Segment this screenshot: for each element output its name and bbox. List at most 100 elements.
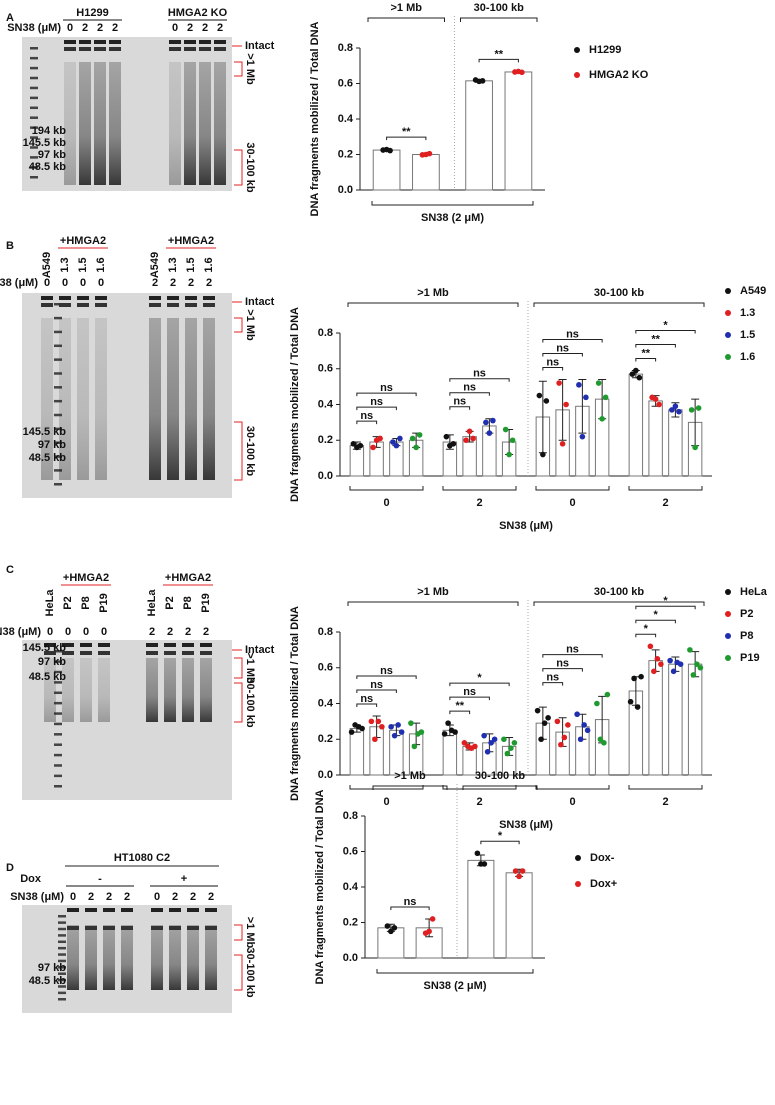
- data-point: [391, 925, 398, 931]
- ladder-band: [30, 66, 38, 70]
- gel-treatment: 0: [83, 626, 89, 638]
- significance-label: ns: [404, 896, 417, 908]
- data-point: [479, 78, 486, 84]
- gel-smear: [182, 658, 194, 722]
- ladder-band: [58, 985, 66, 988]
- significance-bracket: [449, 710, 471, 715]
- significance-label: ns: [556, 657, 569, 669]
- gel-band: [214, 47, 226, 51]
- y-tick-label: 0.6: [318, 662, 333, 674]
- x-tick-label: 2: [662, 796, 668, 808]
- gel-well: [94, 40, 106, 44]
- gel-treatment: 0: [65, 626, 71, 638]
- category-bracket: [628, 785, 703, 790]
- data-point: [359, 725, 365, 732]
- gel-well: [67, 908, 79, 912]
- gel-smear: [77, 318, 89, 480]
- data-point: [577, 736, 584, 743]
- bar: [628, 373, 644, 477]
- gel-treatment: 2: [170, 277, 176, 289]
- significance-label: *: [644, 623, 649, 635]
- data-point: [443, 433, 450, 440]
- ladder-band: [30, 47, 38, 50]
- gel-lane: P2: [164, 596, 176, 609]
- gel-smear: [199, 62, 211, 185]
- gel-region: Intact: [245, 296, 275, 308]
- data-point: [584, 727, 591, 734]
- legend-marker: [725, 655, 731, 661]
- gel-smear: [41, 318, 53, 480]
- gel-smear: [167, 318, 179, 480]
- gel-group-label: Dox: [20, 873, 42, 885]
- gel-marker: 145.5 kb: [23, 426, 67, 438]
- gel-treatment: 2: [82, 22, 88, 34]
- significance-bracket: [449, 392, 490, 396]
- data-point: [540, 451, 546, 458]
- significance-bracket: [480, 840, 520, 845]
- data-point: [441, 731, 448, 737]
- data-point: [409, 435, 416, 442]
- ladder-band: [58, 959, 66, 963]
- data-point: [452, 729, 458, 735]
- data-point: [379, 723, 385, 730]
- ladder-band: [58, 927, 66, 931]
- gel-lane: A549: [149, 252, 161, 278]
- gel-treatment: 2: [112, 22, 118, 34]
- top-bracket: [347, 601, 519, 606]
- legend-marker: [725, 611, 731, 617]
- top-label: >1 Mb: [391, 2, 423, 14]
- gel-marker: 97 kb: [38, 439, 66, 451]
- gel-treatment: 0: [154, 891, 160, 903]
- significance-bracket: [356, 703, 378, 708]
- gel-well: [44, 643, 56, 647]
- top-label: 30-100 kb: [594, 287, 644, 299]
- gel-band: [203, 303, 215, 307]
- ladder-band: [54, 316, 62, 320]
- data-point: [397, 435, 403, 442]
- gel-marker: 97 kb: [38, 962, 66, 974]
- data-point: [565, 722, 571, 728]
- data-point: [512, 868, 519, 874]
- x-axis-title: SN38 (μM): [499, 819, 553, 831]
- y-tick-label: 0.6: [318, 363, 333, 375]
- y-tick-label: 0.4: [338, 113, 354, 125]
- y-axis-title: DNA fragments mobilized / Total DNA: [309, 21, 321, 216]
- data-point: [672, 403, 679, 410]
- gel-treatment: 2: [185, 626, 191, 638]
- ladder-band: [58, 915, 66, 918]
- data-point: [676, 408, 682, 415]
- ladder-band: [30, 146, 38, 149]
- bar: [467, 859, 495, 959]
- data-point: [463, 437, 469, 444]
- gel-group: -: [98, 873, 102, 885]
- gel-smear: [169, 62, 181, 185]
- gel-well: [149, 296, 161, 300]
- ladder-band: [54, 358, 62, 361]
- ladder-band: [30, 56, 38, 60]
- gel-treatment-label: SN38 (μM): [0, 277, 38, 289]
- data-point: [574, 711, 580, 718]
- data-point: [563, 401, 569, 408]
- data-point: [429, 916, 436, 922]
- significance-label: **: [455, 700, 464, 712]
- gel-band: [169, 47, 181, 51]
- ladder-band: [58, 946, 66, 950]
- gel-smear: [200, 658, 212, 722]
- significance-bracket: [542, 366, 564, 371]
- gel-smear: [94, 62, 106, 185]
- top-label: 30-100 kb: [474, 2, 524, 14]
- data-point: [554, 718, 561, 725]
- data-point: [350, 441, 357, 447]
- top-bracket: [372, 785, 448, 790]
- ladder-band: [54, 386, 62, 389]
- gel-marker: 48.5 kb: [29, 452, 67, 464]
- data-point: [556, 380, 562, 386]
- data-point: [581, 722, 587, 728]
- gel-band: [109, 47, 121, 51]
- gel-treatment-label: SN38 (μM): [0, 626, 41, 638]
- gel-band: [182, 651, 194, 655]
- ladder-band: [30, 166, 38, 169]
- data-point: [461, 740, 468, 746]
- ladder-band: [54, 441, 62, 444]
- gel-well: [62, 643, 74, 647]
